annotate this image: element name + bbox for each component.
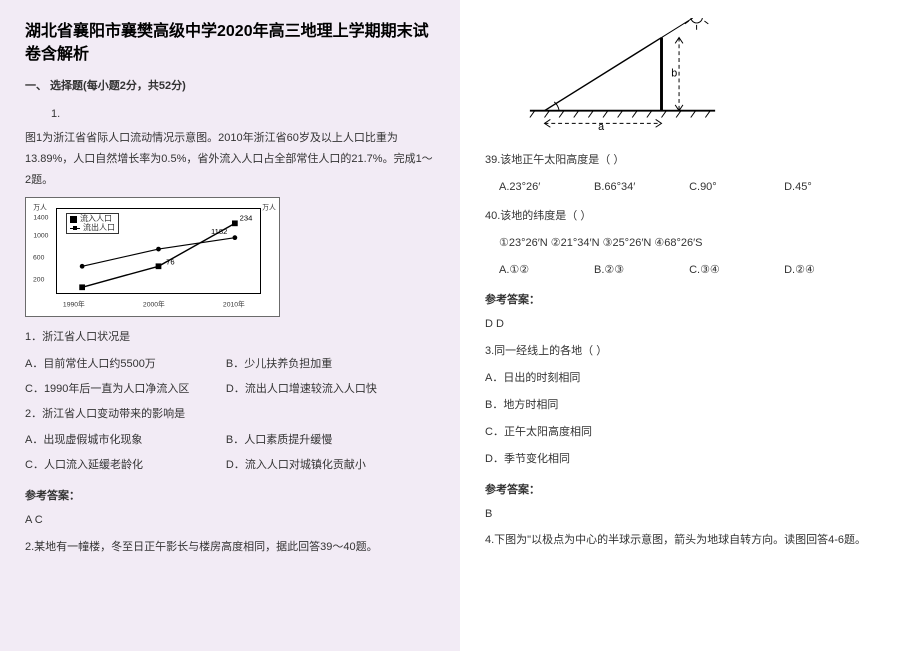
q1-opt-b: B．少儿扶养负担加重 bbox=[226, 354, 427, 375]
legend-marker-in-icon bbox=[70, 216, 77, 223]
population-chart: 万人 1400 1000 600 200 万人 76 234 1182 流入人口… bbox=[25, 197, 280, 317]
q39-options: A.23°26′ B.66°34′ C.90° D.45° bbox=[485, 177, 895, 198]
q2-opt-d: D．流入人口对城镇化贡献小 bbox=[226, 455, 427, 476]
q3-opt-d: D．季节变化相同 bbox=[485, 449, 895, 470]
legend-out-label: 流出人口 bbox=[83, 224, 115, 233]
q40-opt-d: D.②④ bbox=[784, 260, 879, 281]
q2-standalone: 2.某地有一幢楼，冬至日正午影长与楼房高度相同，据此回答39～40题。 bbox=[25, 537, 435, 558]
q1-intro-text: 图1为浙江省省际人口流动情况示意图。2010年浙江省60岁及以上人口比重为13.… bbox=[25, 128, 435, 191]
right-column: a b 39.该地正午太阳高度是（ ） A.23°26′ B.66°34′ C.… bbox=[460, 0, 920, 651]
q1-options-row2: C．1990年后一直为人口净流入区 D．流出人口增速较流入人口快 bbox=[25, 379, 435, 400]
chart-y-right-unit: 万人 bbox=[262, 201, 276, 214]
chart-x-2000: 2000年 bbox=[143, 298, 165, 311]
legend-marker-out-icon bbox=[70, 228, 80, 229]
q39-opt-c: C.90° bbox=[689, 177, 784, 198]
section-1-heading: 一、 选择题(每小题2分，共52分) bbox=[25, 76, 435, 97]
q2-options-row1: A．出现虚假城市化现象 B．人口素质提升缓慢 bbox=[25, 430, 435, 451]
q2-opt-a: A．出现虚假城市化现象 bbox=[25, 430, 226, 451]
chart-y-label-200: 200 bbox=[33, 273, 44, 286]
q1-opt-d: D．流出人口增速较流入人口快 bbox=[226, 379, 427, 400]
q1-sub-stem: 1．浙江省人口状况是 bbox=[25, 327, 435, 348]
q3-opt-c: C．正午太阳高度相同 bbox=[485, 422, 895, 443]
doc-title: 湖北省襄阳市襄樊高级中学2020年高三地理上学期期末试卷含解析 bbox=[25, 20, 435, 66]
answer-value-2: D D bbox=[485, 314, 895, 335]
chart-legend: 流入人口 流出人口 bbox=[66, 213, 119, 235]
chart-x-2010: 2010年 bbox=[223, 298, 245, 311]
q2-sub-stem: 2．浙江省人口变动带来的影响是 bbox=[25, 404, 435, 425]
svg-text:76: 76 bbox=[166, 257, 174, 266]
q4-stem: 4.下图为"以极点为中心的半球示意图，箭头为地球自转方向。读图回答4-6题。 bbox=[485, 530, 895, 551]
q1-opt-c: C．1990年后一直为人口净流入区 bbox=[25, 379, 226, 400]
chart-x-1990: 1990年 bbox=[63, 298, 85, 311]
left-column: 湖北省襄阳市襄樊高级中学2020年高三地理上学期期末试卷含解析 一、 选择题(每… bbox=[0, 0, 460, 651]
q39-opt-b: B.66°34′ bbox=[594, 177, 689, 198]
answer-value-1: A C bbox=[25, 510, 435, 531]
q2-opt-c: C．人口流入延缓老龄化 bbox=[25, 455, 226, 476]
q39-stem: 39.该地正午太阳高度是（ ） bbox=[485, 150, 895, 171]
q40-opt-c: C.③④ bbox=[689, 260, 784, 281]
q39-opt-d: D.45° bbox=[784, 177, 879, 198]
q3-opt-a: A．日出的时刻相同 bbox=[485, 368, 895, 389]
chart-y-label-1400: 1400 bbox=[33, 211, 48, 224]
q1-opt-a: A．目前常住人口约5500万 bbox=[25, 354, 226, 375]
q40-stem: 40.该地的纬度是（ ） bbox=[485, 206, 895, 227]
q39-opt-a: A.23°26′ bbox=[499, 177, 594, 198]
q3-stem: 3.同一经线上的各地（ ） bbox=[485, 341, 895, 362]
q2-opt-b: B．人口素质提升缓慢 bbox=[226, 430, 427, 451]
svg-text:234: 234 bbox=[240, 213, 253, 222]
diagram-svg: a b bbox=[525, 18, 720, 140]
answer-heading-3: 参考答案： bbox=[485, 480, 895, 501]
svg-text:1182: 1182 bbox=[211, 227, 227, 236]
q2-options-row2: C．人口流入延缓老龄化 D．流入人口对城镇化贡献小 bbox=[25, 455, 435, 476]
q3-opt-b: B．地方时相同 bbox=[485, 395, 895, 416]
q1-number: 1. bbox=[25, 104, 435, 125]
answer-value-3: B bbox=[485, 504, 895, 525]
chart-y-label-1000: 1000 bbox=[33, 229, 48, 242]
q40-opt-b: B.②③ bbox=[594, 260, 689, 281]
q40-options: A.①② B.②③ C.③④ D.②④ bbox=[485, 260, 895, 281]
q1-options-row1: A．目前常住人口约5500万 B．少儿扶养负担加重 bbox=[25, 354, 435, 375]
svg-text:b: b bbox=[671, 68, 677, 80]
answer-heading-2: 参考答案： bbox=[485, 290, 895, 311]
chart-y-label-600: 600 bbox=[33, 251, 44, 264]
q40-subopts: ①23°26′N ②21°34′N ③25°26′N ④68°26′S bbox=[485, 233, 895, 254]
answer-heading-1: 参考答案： bbox=[25, 486, 435, 507]
sun-angle-diagram: a b bbox=[525, 18, 720, 140]
q40-opt-a: A.①② bbox=[499, 260, 594, 281]
